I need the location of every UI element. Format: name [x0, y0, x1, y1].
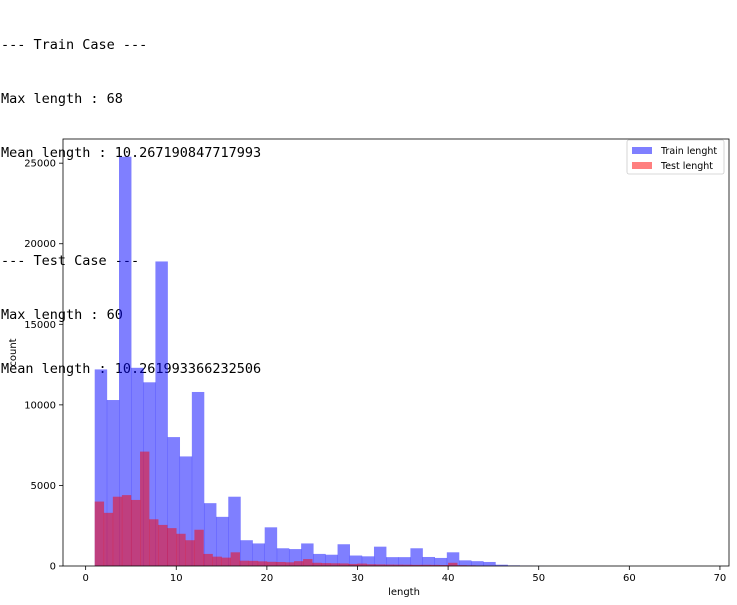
legend-swatch-train — [632, 147, 652, 154]
legend-label-test: Test lenght — [660, 161, 713, 172]
test-bar — [176, 534, 185, 566]
x-tick-label: 70 — [714, 573, 727, 584]
y-tick-label: 25000 — [24, 159, 56, 170]
test-bar — [448, 563, 457, 566]
x-tick-label: 20 — [261, 573, 274, 584]
test-bar — [185, 540, 194, 566]
y-tick-label: 0 — [50, 562, 56, 573]
test-bar — [149, 519, 158, 566]
test-bar — [167, 528, 176, 566]
train-case-header: --- Train Case --- — [1, 36, 261, 54]
test-bar — [104, 513, 113, 566]
test-bar — [321, 563, 330, 566]
y-tick-label: 15000 — [24, 320, 56, 331]
test-bar — [194, 530, 203, 566]
test-bar — [267, 562, 276, 566]
x-tick-label: 10 — [170, 573, 183, 584]
test-bar — [294, 561, 303, 566]
test-bar — [222, 558, 231, 566]
legend-label-train: Train lenght — [660, 146, 717, 157]
test-bar — [231, 552, 240, 566]
train-bar — [435, 558, 447, 566]
legend-swatch-test — [632, 162, 652, 169]
x-tick-label: 0 — [82, 573, 88, 584]
train-bar — [265, 527, 277, 566]
train-bar — [410, 548, 422, 566]
train-max-length: Max length : 68 — [1, 90, 261, 108]
test-bar — [312, 563, 321, 566]
x-axis-label: length — [388, 587, 420, 598]
test-bar — [95, 502, 104, 566]
test-bar — [140, 452, 149, 566]
y-tick-label: 5000 — [31, 481, 56, 492]
x-tick-label: 60 — [623, 573, 636, 584]
test-bar — [249, 561, 258, 566]
train-bar — [459, 560, 471, 566]
histogram-chart: 0 10 20 30 40 50 60 70 0 5000 10000 15000 20000 25000… — [0, 135, 737, 601]
test-bar — [131, 500, 140, 566]
x-tick-label: 40 — [442, 573, 455, 584]
x-tick-label: 50 — [532, 573, 545, 584]
test-bar — [276, 562, 285, 566]
x-tick-label: 30 — [351, 573, 364, 584]
test-bar — [122, 495, 131, 566]
test-bar — [303, 559, 312, 566]
test-bar — [113, 497, 122, 566]
test-bar — [240, 561, 249, 566]
y-tick-label: 10000 — [24, 400, 56, 411]
test-bar — [158, 525, 167, 566]
test-bar — [258, 561, 267, 566]
train-bar — [483, 562, 495, 566]
train-bar — [338, 544, 350, 566]
histogram-svg: 0 10 20 30 40 50 60 70 0 5000 10000 15000 20000 25000… — [0, 135, 737, 601]
train-bar — [374, 547, 386, 566]
y-axis-label: count — [8, 338, 19, 366]
train-bar — [423, 557, 435, 566]
test-bar — [330, 563, 339, 566]
test-bar — [285, 562, 294, 566]
train-bar — [471, 561, 483, 566]
test-bar — [203, 554, 212, 566]
test-bar — [213, 557, 222, 566]
y-tick-label: 20000 — [24, 239, 56, 250]
